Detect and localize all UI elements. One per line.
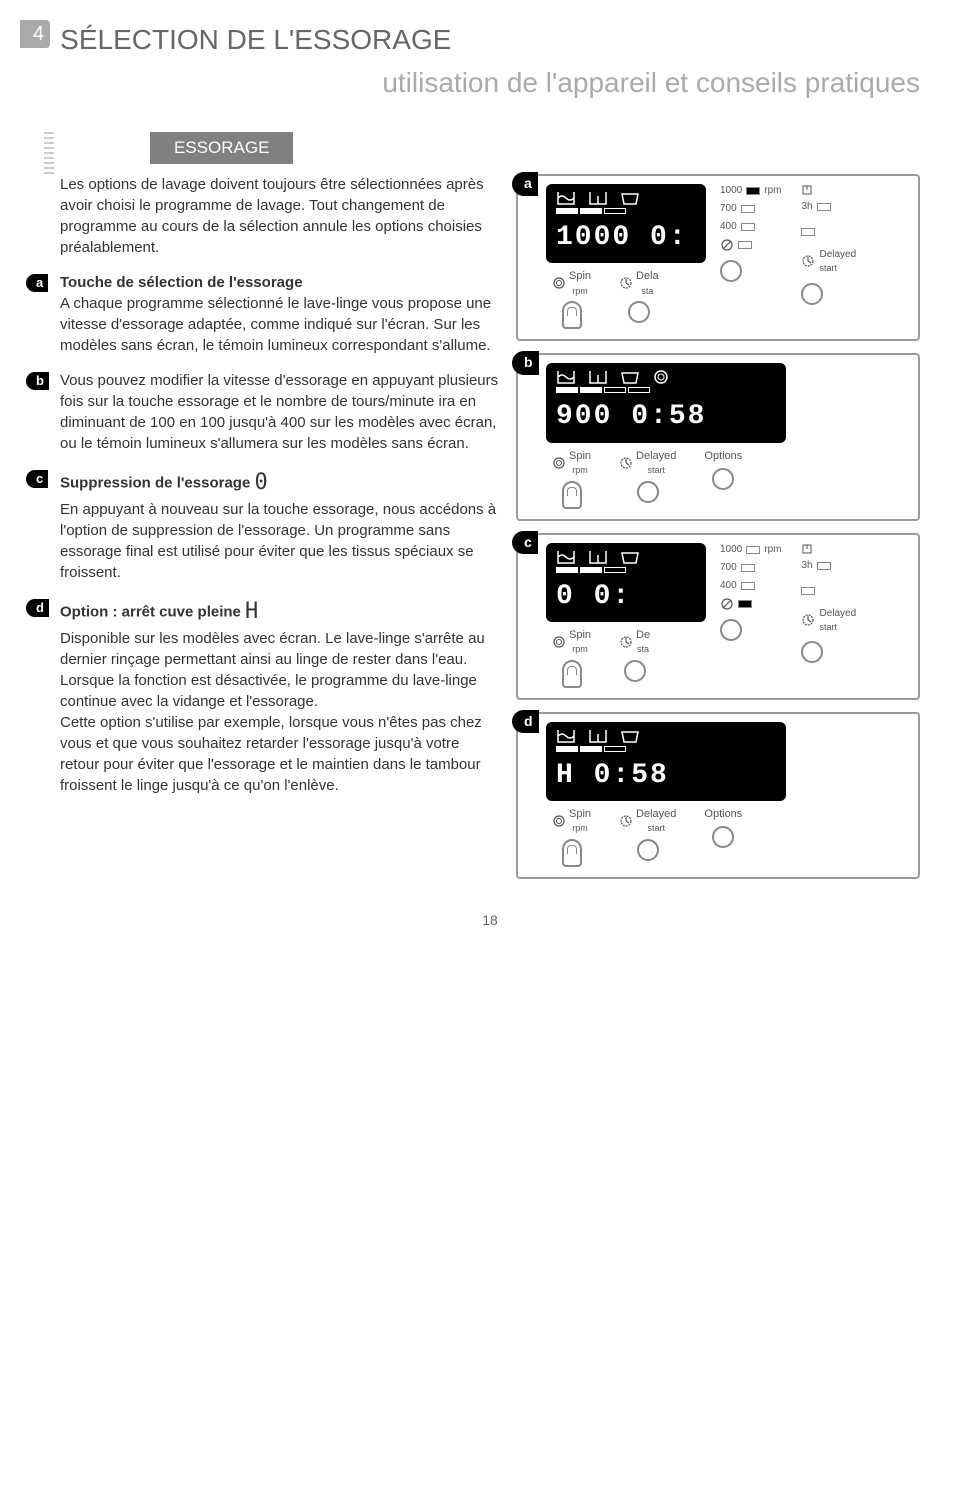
button-circle [637,839,659,861]
button-circle [712,826,734,848]
panel-button-spin[interactable]: Spinrpm [552,628,591,688]
panel-tag: b [512,351,539,375]
panel-tag: d [512,710,539,734]
intro-text: Les options de lavage doivent toujours ê… [60,174,500,258]
item-body: Vous pouvez modifier la vitesse d'essora… [60,370,500,454]
lcd-main-text: H 0:58 [556,756,776,795]
rpm-side-panel: 1000rpm700400 3h Delayedstart [720,184,856,305]
page-header: 4 SÉLECTION DE L'ESSORAGE utilisation de… [60,20,920,102]
section-number: 4 [20,20,50,48]
delay-led [817,203,831,211]
rpm-led [741,564,755,572]
panel-a: a 1000 0: Spinrpm Delasta 1000rpm700400 [516,174,920,341]
left-column: Les options de lavage doivent toujours ê… [60,174,500,891]
delay-led [817,562,831,570]
bullet-marker: a [26,272,50,356]
panel-button-de[interactable]: Desta [619,628,650,688]
item-d: d Option : arrêt cuve pleine HDisponible… [60,597,500,796]
rpm-led [741,582,755,590]
rpm-button[interactable] [720,619,742,641]
nospin-led [738,241,752,249]
bullet-marker: d [26,597,50,796]
item-title: Option : arrêt cuve pleine [60,603,241,620]
nospin-row [720,238,781,252]
panel-tag: c [512,531,538,555]
item-a: a Touche de sélection de l'essorageA cha… [60,272,500,356]
panel-buttons: Spinrpm Delayedstart Options [546,807,820,867]
panel-d: d H 0:58 ▶⌒▶△▶◇ Spinrpm Delayedstart Opt… [516,712,920,879]
lcd-main-text: 0 0: [556,577,696,616]
thumb-press-icon [562,839,582,867]
right-column: a 1000 0: Spinrpm Delasta 1000rpm700400 [516,174,920,891]
thumb-press-icon [562,660,582,688]
lcd-display: 1000 0: [546,184,706,263]
delay-button[interactable] [801,283,823,305]
item-title: Suppression de l'essorage [60,475,250,492]
rpm-side-panel: 1000rpm700400 3h Delayedstart [720,543,856,664]
delay-button[interactable] [801,641,823,663]
panel-buttons: Spinrpm Delayedstart Options [546,449,820,509]
rpm-led [741,223,755,231]
hatch-decoration [44,132,54,174]
panel-buttons: Spinrpm Desta [546,628,706,688]
panel-button-delayed[interactable]: Delayedstart [619,807,676,867]
page-number: 18 [60,911,920,931]
delay-led2 [801,228,815,236]
bullet-marker: c [26,468,50,583]
panel-button-options[interactable]: Options [704,449,742,509]
nospin-led [738,600,752,608]
inline-digit-icon: H [245,599,258,624]
thumb-press-icon [562,481,582,509]
rpm-row: 400 [720,220,781,234]
lcd-display: 900 0:58 [546,363,786,442]
delayed-label: Delayedstart [801,248,856,275]
lcd-display: H 0:58 [546,722,786,801]
button-circle [637,481,659,503]
rpm-row: 700 [720,202,781,216]
item-title: Touche de sélection de l'essorage [60,274,303,291]
item-b: b Vous pouvez modifier la vitesse d'esso… [60,370,500,454]
nospin-row [720,597,781,611]
rpm-led [746,546,760,554]
item-c: c Suppression de l'essorage 0En appuyant… [60,468,500,583]
button-circle [712,468,734,490]
panel-button-spin[interactable]: Spinrpm [552,807,591,867]
delay-led2 [801,587,815,595]
item-body: Option : arrêt cuve pleine HDisponible s… [60,597,500,796]
lcd-side-icons: ▶⌒▶△▶◇ [796,722,820,784]
panel-buttons: Spinrpm Delasta [546,269,706,329]
rpm-row: 1000rpm [720,543,781,557]
rpm-row: 400 [720,579,781,593]
panel-button-spin[interactable]: Spinrpm [552,269,591,329]
inline-digit-icon: 0 [254,470,267,495]
rpm-row: 1000rpm [720,184,781,198]
button-circle [624,660,646,682]
item-body: Touche de sélection de l'essorageA chaqu… [60,272,500,356]
rpm-led [746,187,760,195]
panel-button-options[interactable]: Options [704,807,742,867]
panel-button-delayed[interactable]: Delayedstart [619,449,676,509]
panel-button-spin[interactable]: Spinrpm [552,449,591,509]
delayed-label: Delayedstart [801,607,856,634]
item-body: Suppression de l'essorage 0En appuyant à… [60,468,500,583]
rpm-button[interactable] [720,260,742,282]
thumb-press-icon [562,301,582,329]
lcd-main-text: 1000 0: [556,218,696,257]
rpm-row: 700 [720,561,781,575]
panel-c: c 0 0: Spinrpm Desta 1000rpm700400 [516,533,920,700]
title-line1: SÉLECTION DE L'ESSORAGE [60,24,451,55]
panel-button-dela[interactable]: Delasta [619,269,659,329]
bullet-marker: b [26,370,50,454]
title-line2: utilisation de l'appareil et conseils pr… [60,63,920,102]
lcd-display: 0 0: [546,543,706,622]
panel-b: b 900 0:58 ▶⌒▶△▶◇ Spinrpm Delayedstart O… [516,353,920,520]
button-circle [628,301,650,323]
panel-tag: a [512,172,538,196]
rpm-led [741,205,755,213]
lcd-main-text: 900 0:58 [556,397,776,436]
lcd-side-icons: ▶⌒▶△▶◇ [796,363,820,425]
essorage-label: ESSORAGE [150,132,293,164]
